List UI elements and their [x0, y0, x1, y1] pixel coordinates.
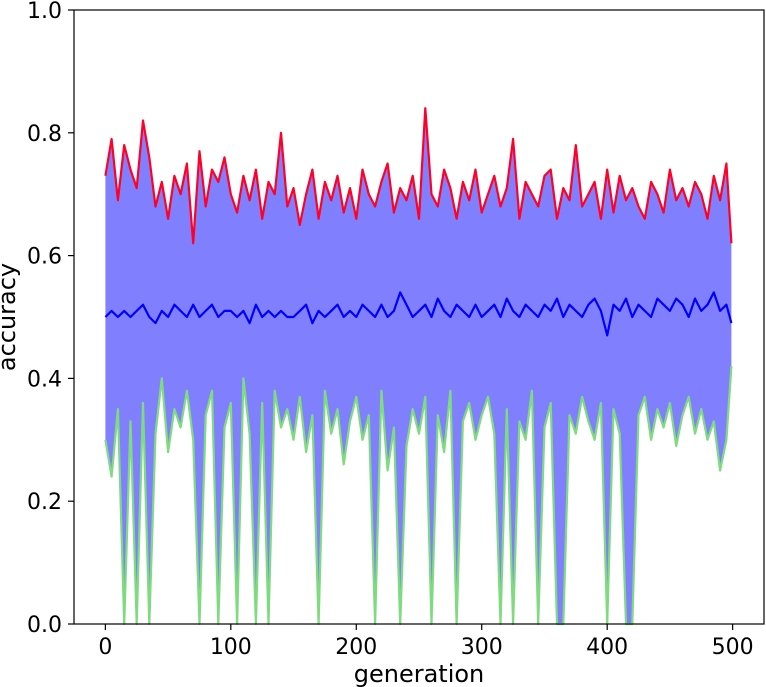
x-tick-label: 100 [210, 635, 252, 660]
x-tick-label: 300 [461, 635, 503, 660]
y-tick-label: 0.8 [27, 122, 62, 147]
x-tick-label: 0 [98, 635, 112, 660]
mean-accuracy-line [104, 291, 733, 337]
y-tick-label: 0.6 [27, 245, 62, 270]
x-axis-ticks: 0 100 200 300 400 500 [98, 624, 754, 660]
range-band [105, 108, 732, 624]
y-tick-label: 1.0 [27, 0, 62, 24]
max-accuracy-line [104, 107, 733, 245]
x-tick-label: 400 [586, 635, 628, 660]
y-axis-label: accuracy [0, 263, 21, 371]
y-axis-ticks: 0.0 0.2 0.4 0.6 0.8 1.0 [27, 0, 74, 638]
x-axis-label: generation [354, 660, 485, 687]
x-tick-label: 200 [335, 635, 377, 660]
y-tick-label: 0.2 [27, 490, 62, 515]
y-tick-label: 0.4 [27, 367, 62, 392]
y-tick-label: 0.0 [27, 613, 62, 638]
min-max-band [105, 108, 732, 624]
x-tick-label: 500 [712, 635, 754, 660]
plot-frame [73, 9, 765, 625]
